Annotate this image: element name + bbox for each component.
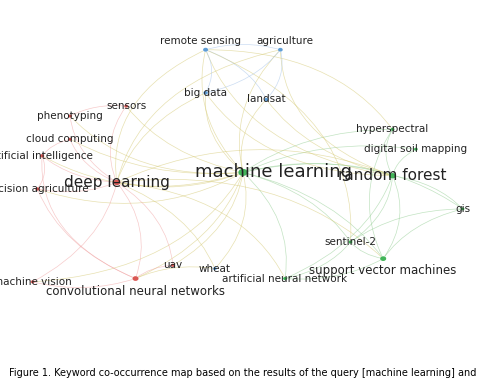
Circle shape	[114, 180, 119, 184]
Circle shape	[32, 281, 34, 283]
Text: hyperspectral: hyperspectral	[356, 124, 428, 134]
Text: uav: uav	[164, 260, 182, 270]
Circle shape	[36, 188, 39, 190]
Circle shape	[414, 149, 417, 150]
Circle shape	[204, 92, 207, 94]
Text: landsat: landsat	[247, 94, 286, 104]
Circle shape	[392, 129, 394, 130]
Text: artificial intelligence: artificial intelligence	[0, 151, 93, 161]
Circle shape	[284, 277, 286, 279]
Text: deep learning: deep learning	[64, 175, 170, 190]
Text: artificial neural network: artificial neural network	[222, 274, 348, 284]
Circle shape	[172, 264, 174, 266]
Text: Figure 1. Keyword co-occurrence map based on the results of the query [machine l: Figure 1. Keyword co-occurrence map base…	[10, 368, 476, 378]
Circle shape	[214, 268, 216, 270]
Text: precision agriculture: precision agriculture	[0, 184, 89, 194]
Text: sentinel-2: sentinel-2	[324, 237, 376, 247]
Text: convolutional neural networks: convolutional neural networks	[46, 285, 225, 298]
Text: machine learning: machine learning	[195, 163, 352, 181]
Text: machine vision: machine vision	[0, 277, 72, 287]
Circle shape	[125, 105, 128, 107]
Circle shape	[133, 277, 138, 280]
Circle shape	[69, 115, 71, 117]
Text: random forest: random forest	[338, 168, 447, 183]
Circle shape	[381, 257, 386, 260]
Circle shape	[390, 174, 396, 178]
Text: cloud computing: cloud computing	[26, 134, 114, 144]
Circle shape	[462, 208, 464, 210]
Circle shape	[69, 138, 71, 140]
Text: wheat: wheat	[199, 263, 231, 274]
Text: remote sensing: remote sensing	[160, 36, 242, 46]
Circle shape	[239, 170, 247, 175]
Circle shape	[265, 99, 268, 101]
Circle shape	[204, 48, 208, 51]
Text: phenotyping: phenotyping	[37, 111, 103, 121]
Text: big data: big data	[184, 88, 227, 98]
Text: sensors: sensors	[106, 101, 146, 111]
Text: digital soil mapping: digital soil mapping	[364, 144, 468, 154]
Circle shape	[349, 241, 352, 243]
Text: support vector machines: support vector machines	[310, 264, 457, 277]
Text: agriculture: agriculture	[256, 36, 314, 46]
Circle shape	[40, 155, 43, 157]
Text: gis: gis	[455, 204, 470, 214]
Circle shape	[278, 48, 282, 51]
